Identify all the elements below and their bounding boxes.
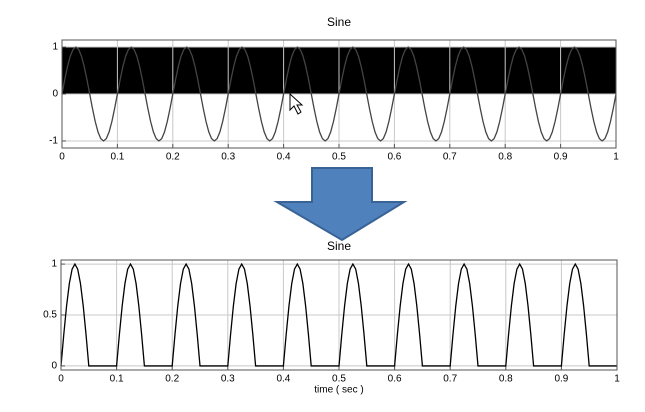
x-tick-label: 1 — [613, 152, 619, 163]
x-tick-label: 0.1 — [110, 152, 124, 163]
x-tick-label: 0.4 — [276, 374, 290, 385]
x-tick-label: 0 — [58, 374, 64, 385]
plot-frame — [60, 259, 618, 371]
x-tick-label: 0.9 — [554, 374, 568, 385]
x-tick-label: 1 — [614, 374, 620, 385]
x-tick-label: 0.7 — [443, 152, 457, 163]
x-axis-label: time ( sec ) — [314, 385, 363, 396]
y-tick-label: 0.5 — [43, 310, 57, 321]
x-tick-label: 0.6 — [387, 152, 401, 163]
plot-area — [61, 39, 617, 149]
x-tick-label: 0 — [59, 152, 65, 163]
x-tick-label: 0.2 — [165, 374, 179, 385]
y-tick-label: 1 — [52, 42, 58, 53]
plot-frame — [61, 39, 617, 149]
y-tick-label: 0 — [52, 89, 58, 100]
x-tick-label: 0.8 — [498, 152, 512, 163]
x-tick-label: 0.3 — [221, 374, 235, 385]
data-line — [61, 46, 617, 142]
x-tick-label: 0.4 — [277, 152, 291, 163]
x-tick-label: 0.9 — [554, 152, 568, 163]
x-tick-label: 0.7 — [443, 374, 457, 385]
down-arrow — [273, 167, 408, 242]
mouse-cursor — [289, 92, 304, 115]
x-tick-label: 0.5 — [332, 152, 346, 163]
x-tick-label: 0.5 — [332, 374, 346, 385]
y-tick-label: -1 — [49, 136, 58, 147]
chart-title: Sine — [327, 15, 351, 29]
chart-title: Sine — [327, 239, 351, 253]
plot-area — [60, 259, 618, 371]
x-tick-label: 0.1 — [110, 374, 124, 385]
x-tick-label: 0.6 — [388, 374, 402, 385]
data-line — [60, 262, 617, 367]
y-tick-label: 1 — [51, 259, 57, 270]
x-tick-label: 0.3 — [221, 152, 235, 163]
x-tick-label: 0.8 — [499, 374, 513, 385]
x-tick-label: 0.2 — [166, 152, 180, 163]
y-tick-label: 0 — [51, 361, 57, 372]
